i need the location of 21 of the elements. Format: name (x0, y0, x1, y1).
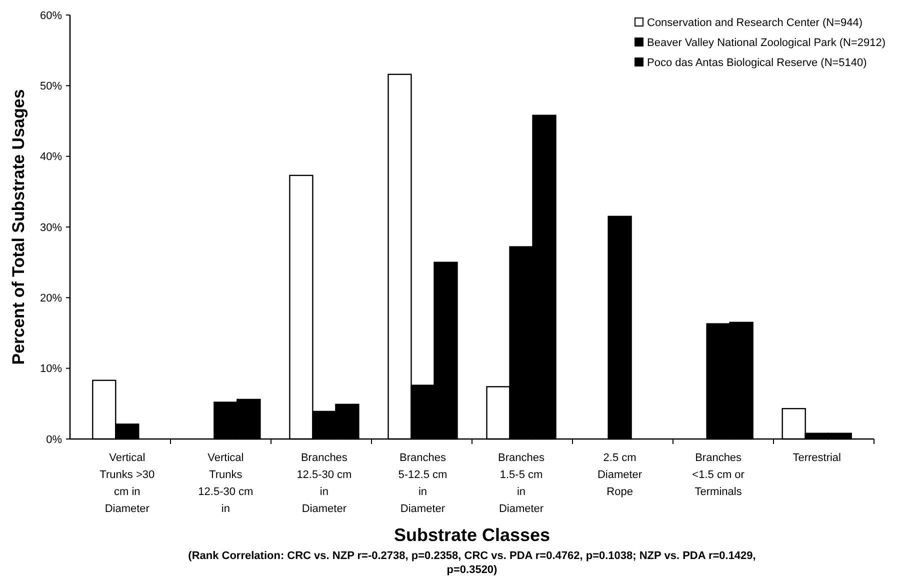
text: (Rank Correlation: CRC vs. NZP r=-0.2738, p=0.2358, CRC vs. PDA r=0.4762, p=0.1038; NZP vs. PDA r=0.1429, p=0.3520) (188, 550, 756, 576)
y-tick-label: 0% (46, 434, 62, 446)
x-tick-label: Branches 1.5-5 cm in Diameter (498, 452, 545, 515)
y-tick-label: 50% (40, 80, 62, 93)
y-tick-label: 10% (40, 363, 62, 376)
x-tick-label: Terrestrial (792, 452, 841, 464)
legend-label: Beaver Valley National Zoological Park (N=2912) (647, 36, 886, 49)
x-tick-label: Branches <1.5 cm or Terminals (692, 452, 745, 498)
x-tick-label: 2.5 cm Diameter Rope (597, 452, 642, 498)
x-tick-label: Branches 5-12.5 cm in Diameter (398, 452, 448, 515)
legend-label: Conservation and Research Center (N=944) (647, 16, 863, 29)
y-axis-title: Percent of Total Substrate Usages (9, 89, 28, 365)
y-tick-label: 20% (40, 292, 62, 305)
x-axis-title: Substrate Classes (394, 525, 550, 545)
y-tick-label: 40% (40, 151, 62, 164)
x-tick-label: Vertical Trunks 12.5-30 cm in (198, 452, 254, 515)
legend-label: Poco das Antas Biological Reserve (N=5140) (647, 56, 867, 69)
y-tick-label: 30% (40, 222, 62, 234)
y-tick-label: 60% (40, 10, 62, 22)
x-tick-label: Branches 12.5-30 cm in Diameter (296, 452, 352, 515)
x-tick-label: Vertical Trunks >30 cm in Diameter (100, 452, 155, 515)
